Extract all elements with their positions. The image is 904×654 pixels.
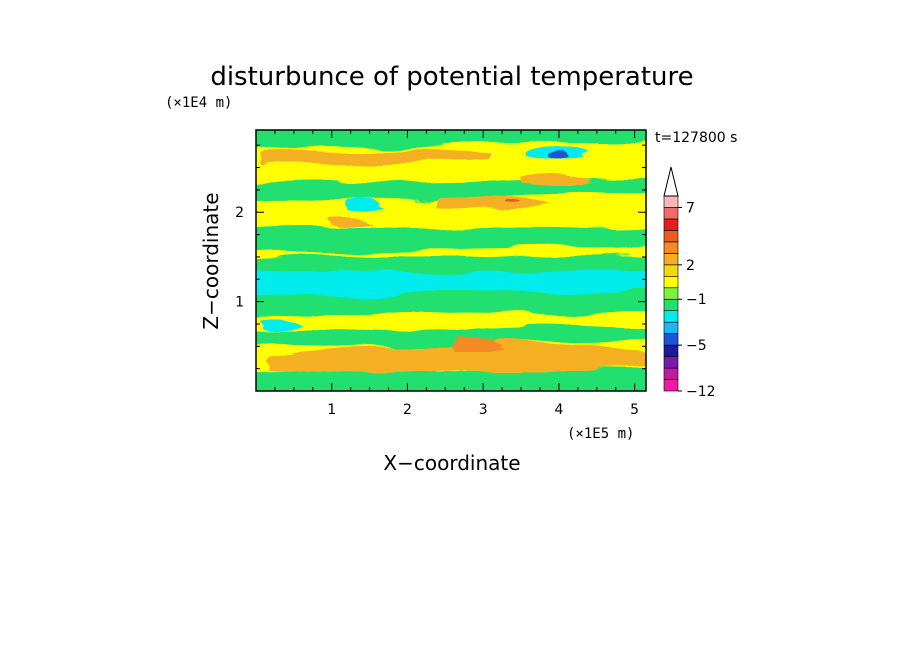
x-tick-label: 3 [479,402,488,418]
colorbar: −12−5−127 [663,166,716,400]
band-orange-top [262,148,490,166]
colorbar-cell [663,275,679,289]
colorbar-label: 2 [686,258,695,274]
time-label: t=127800 s [655,130,737,146]
band-orange-small [330,217,372,228]
band-orange-low [270,341,646,375]
y-tick-label: 2 [235,205,244,221]
colorbar-label: −5 [686,338,707,354]
colorbar-cell [663,310,679,323]
x-tick-label: 5 [630,402,639,418]
band-orange-upper [520,173,590,185]
colorbar-cell [663,321,679,334]
colorbar-cell [663,287,679,300]
colorbar-cell [663,207,679,220]
colorbar-cell [663,264,679,277]
band-orange-mid [440,193,548,211]
patch-cyan-small [345,199,382,211]
x-tick-label: 4 [554,402,563,418]
x-tick-label: 2 [403,402,412,418]
y-axis-label: Z−coordinate [199,192,223,329]
x-tick-label: 1 [327,402,336,418]
colorbar-label: 7 [686,200,695,216]
patch-blue [551,151,570,160]
band-orange-dark [454,339,506,353]
colorbar-cell [663,230,679,243]
x-ticks: 1 2 3 4 5 [274,130,639,418]
spot-red [505,198,520,205]
band-cyan-mid [256,269,646,297]
colorbar-cell [663,367,679,380]
colorbar-label: −1 [686,292,707,308]
colorbar-cell [663,298,679,312]
x-unit-label: (×1E5 m) [567,426,634,442]
chart-title: disturbunce of potential temperature [210,62,693,92]
colorbar-cell [663,379,679,392]
band-green-top [256,130,646,148]
colorbar-cell [663,241,679,254]
colorbar-cell [663,253,679,266]
plot-frame [255,129,647,392]
colorbar-label: −12 [686,384,716,400]
colorbar-cell [663,333,679,346]
y-unit-label: (×1E4 m) [165,95,232,111]
x-axis-label: X−coordinate [383,451,520,475]
colorbar-cell [663,356,679,369]
colorbar-cell [663,195,679,208]
band-green-mid [256,226,646,253]
y-ticks: 12 [235,144,646,370]
band-green-low [256,326,646,348]
patch-cyan-low [262,317,300,329]
colorbar-extend-arrow [663,166,679,197]
y-tick-label: 1 [235,295,244,311]
colorbar-cell [663,218,679,231]
contour-field [256,130,646,391]
colorbar-cell [663,344,679,357]
